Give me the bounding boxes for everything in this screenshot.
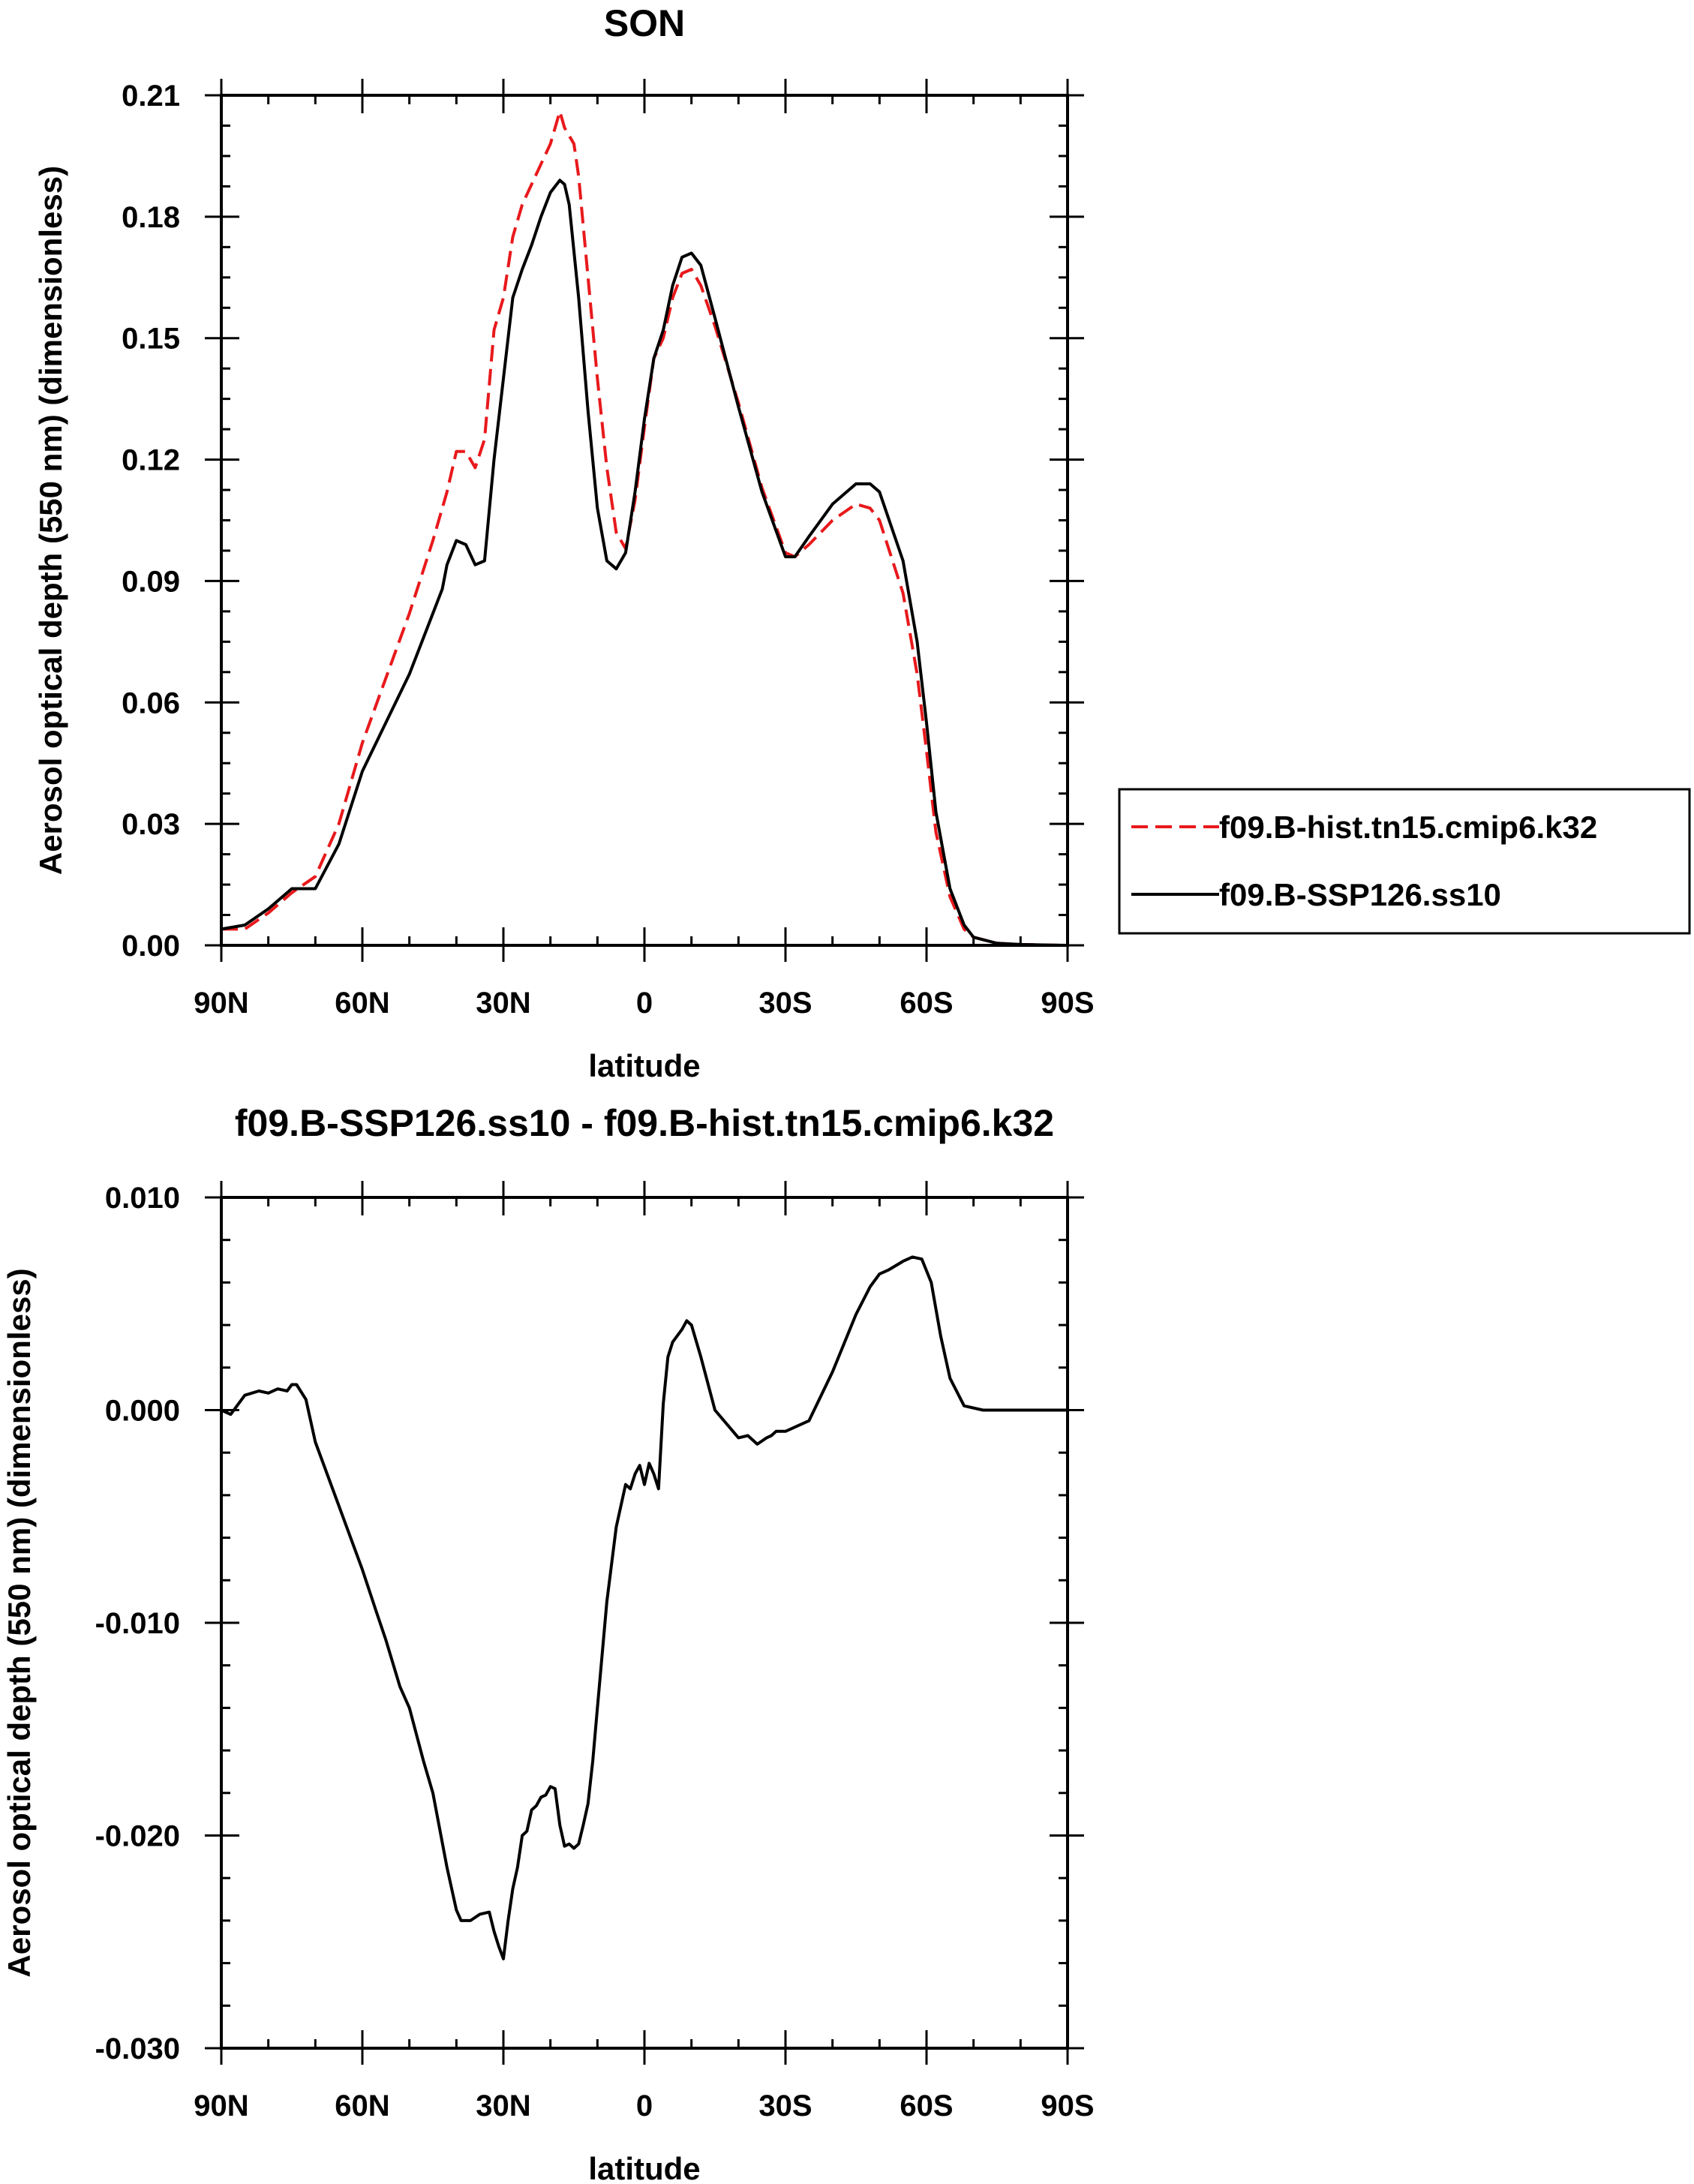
legend-box (1118, 788, 1691, 935)
y-tick-label: 0.21 (122, 80, 180, 113)
chart-panel-1: SON 90N 60N 30N 0 30S 60S 90S 0.00 0.03 0.06 0.09 0.… (33, 2, 1691, 1083)
legend-label-1: f09.B-hist.tn15.cmip6.k32 (1219, 810, 1597, 845)
chart-title: f09.B-SSP126.ss10 - f09.B-hist.tn15.cmip… (235, 1102, 1054, 1144)
series-line-1 (221, 1255, 1068, 1960)
legend-label-2: f09.B-SSP126.ss10 (1219, 877, 1501, 912)
y-tick-label: 0.18 (122, 201, 180, 234)
x-tick-label: 0 (636, 2089, 653, 2122)
y-tick-label: 0.15 (122, 323, 180, 356)
x-tick-label: 30S (758, 2089, 812, 2122)
y-tick-label: 0.12 (122, 444, 180, 477)
x-tick-label: 0 (636, 987, 653, 1020)
chart-title: SON (604, 2, 685, 44)
x-tick-label: 90S (1041, 987, 1094, 1020)
x-axis-label: latitude (588, 2151, 700, 2184)
x-axis-label: latitude (588, 1048, 700, 1083)
y-tick-label: -0.030 (95, 2032, 180, 2065)
y-tick-label: 0.00 (122, 930, 180, 963)
y-tick-label: -0.010 (95, 1607, 180, 1640)
x-tick-label: 30S (758, 987, 812, 1020)
series-line-1 (221, 110, 1068, 947)
y-axis-label: Aerosol optical depth (550 nm) (dimensio… (2, 1268, 37, 1977)
y-tick-label: 0.010 (105, 1182, 180, 1215)
x-tick-label: 90N (194, 987, 248, 1020)
y-axis-label: Aerosol optical depth (550 nm) (dimensio… (33, 166, 68, 875)
x-tick-label: 90S (1041, 2089, 1094, 2122)
x-tick-label: 30N (476, 987, 530, 1020)
legend: f09.B-hist.tn15.cmip6.k32 f09.B-SSP126.ss… (1118, 788, 1691, 935)
y-tick-label: 0.09 (122, 565, 180, 598)
x-tick-label: 60S (900, 2089, 953, 2122)
y-tick-label: 0.000 (105, 1395, 180, 1428)
chart-panel-2: f09.B-SSP126.ss10 - f09.B-hist.tn15.cmip… (2, 1102, 1095, 2184)
x-tick-label: 60N (335, 2089, 389, 2122)
x-tick-label: 60N (335, 987, 389, 1020)
y-tick-label: -0.020 (95, 1820, 180, 1853)
y-tick-label: 0.03 (122, 808, 180, 841)
x-tick-label: 30N (476, 2089, 530, 2122)
plot-frame (220, 1196, 1069, 2050)
x-tick-label: 60S (900, 987, 953, 1020)
x-tick-label: 90N (194, 2089, 248, 2122)
y-tick-label: 0.06 (122, 686, 180, 719)
series-line-2 (221, 179, 1068, 947)
